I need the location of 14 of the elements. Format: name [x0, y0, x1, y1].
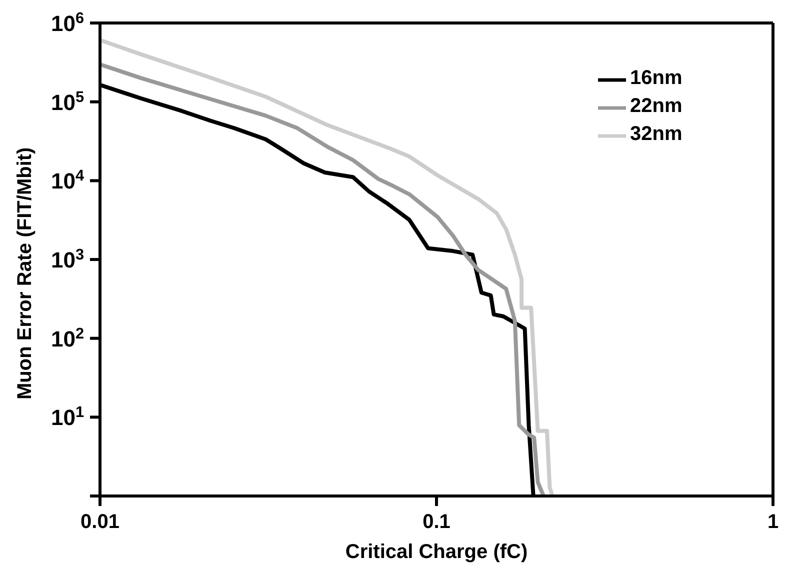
legend-label: 16nm: [630, 67, 682, 90]
x-tick-label: 0.1: [422, 511, 450, 533]
x-tick-label: 1: [767, 511, 779, 533]
y-tick-label: 10$^{5}$: [50, 88, 84, 115]
legend-label: 32nm: [630, 123, 682, 146]
y-tick-label: 10$^{1}$: [50, 404, 84, 430]
y-tick-label: 10$^{2}$: [50, 324, 84, 352]
y-axis-title: Muon Error Rate (FIT/Mbit): [14, 147, 36, 400]
x-axis-title: Critical Charge (fC): [345, 541, 528, 563]
y-tick-label: 10$^{6}$: [50, 10, 84, 36]
legend-label: 22nm: [630, 95, 682, 118]
y-tick-label: 10$^{3}$: [50, 246, 84, 272]
x-tick-label: 0.01: [80, 511, 120, 533]
y-tick-label: 10$^{4}$: [50, 167, 84, 194]
